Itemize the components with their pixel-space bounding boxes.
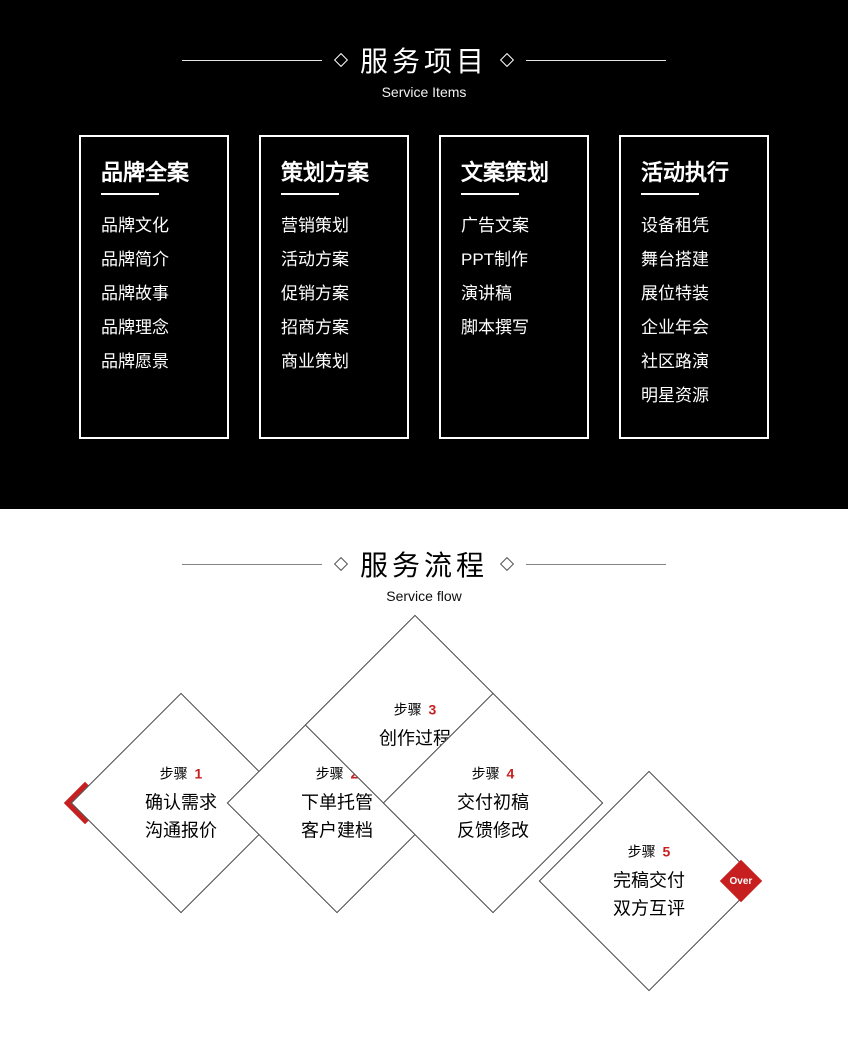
service-flow-section: 服务流程 Service flow Start步骤 1确认需求沟通报价步骤 2下… — [0, 509, 848, 1029]
card-item: 品牌文化 — [101, 209, 207, 243]
flow-step-inner: 步骤 5 完稿交付双方互评 — [571, 804, 727, 960]
divider-diamond-left — [334, 53, 348, 67]
step-number: 4 — [507, 766, 515, 782]
header-divider: 服务流程 — [0, 544, 848, 584]
card-item: 营销策划 — [281, 209, 387, 243]
card-item: 促销方案 — [281, 277, 387, 311]
card-item: 展位特装 — [641, 277, 747, 311]
service-card: 活动执行设备租凭舞台搭建展位特装企业年会社区路演明星资源 — [619, 135, 769, 439]
service-items-cards: 品牌全案品牌文化品牌简介品牌故事品牌理念品牌愿景策划方案营销策划活动方案促销方案… — [0, 135, 848, 439]
card-item: 企业年会 — [641, 311, 747, 345]
step-text: 双方互评 — [613, 895, 685, 923]
divider-line-left — [182, 564, 322, 565]
service-flow-title-cn: 服务流程 — [360, 544, 488, 584]
card-underline — [641, 193, 699, 195]
card-item: 舞台搭建 — [641, 243, 747, 277]
card-item: 演讲稿 — [461, 277, 567, 311]
card-title: 策划方案 — [281, 155, 387, 187]
service-card: 品牌全案品牌文化品牌简介品牌故事品牌理念品牌愿景 — [79, 135, 229, 439]
card-item: 品牌愿景 — [101, 345, 207, 379]
divider-line-right — [526, 564, 666, 565]
step-number: 1 — [195, 766, 203, 782]
step-number: 5 — [663, 844, 671, 860]
card-underline — [101, 193, 159, 195]
step-label: 步骤 3 — [394, 699, 437, 719]
divider-line-right — [526, 60, 666, 61]
step-number: 3 — [429, 701, 437, 717]
service-card: 文案策划广告文案PPT制作演讲稿脚本撰写 — [439, 135, 589, 439]
card-item: 品牌故事 — [101, 277, 207, 311]
step-label: 步骤 1 — [160, 764, 203, 784]
service-items-section: 服务项目 Service Items 品牌全案品牌文化品牌简介品牌故事品牌理念品… — [0, 0, 848, 509]
card-item: 品牌理念 — [101, 311, 207, 345]
step-text: 反馈修改 — [457, 817, 529, 845]
divider-line-left — [182, 60, 322, 61]
step-text: 确认需求 — [145, 790, 217, 818]
step-text: 交付初稿 — [457, 790, 529, 818]
card-underline — [461, 193, 519, 195]
step-text: 完稿交付 — [613, 868, 685, 896]
divider-diamond-left — [334, 557, 348, 571]
service-items-title-cn: 服务项目 — [360, 40, 488, 80]
card-item: 广告文案 — [461, 209, 567, 243]
step-text: 沟通报价 — [145, 817, 217, 845]
card-item: 招商方案 — [281, 311, 387, 345]
card-item: 设备租凭 — [641, 209, 747, 243]
step-text: 客户建档 — [301, 817, 373, 845]
card-item: 明星资源 — [641, 379, 747, 413]
service-flow-title-en: Service flow — [0, 588, 848, 604]
step-label: 步骤 5 — [628, 842, 671, 862]
header-divider: 服务项目 — [0, 40, 848, 80]
flow-step-inner: 步骤 4 交付初稿反馈修改 — [415, 726, 571, 882]
over-badge-label: Over — [730, 875, 753, 886]
card-title: 文案策划 — [461, 155, 567, 187]
card-underline — [281, 193, 339, 195]
card-item: 商业策划 — [281, 345, 387, 379]
step-label: 步骤 4 — [472, 764, 515, 784]
service-items-title-en: Service Items — [0, 84, 848, 100]
card-item: 活动方案 — [281, 243, 387, 277]
card-item: 品牌简介 — [101, 243, 207, 277]
card-item: PPT制作 — [461, 243, 567, 277]
service-items-header: 服务项目 Service Items — [0, 40, 848, 100]
service-flow-diagram: Start步骤 1确认需求沟通报价步骤 2下单托管客户建档步骤 3创作过程步骤 … — [0, 639, 848, 979]
card-title: 活动执行 — [641, 155, 747, 187]
divider-diamond-right — [500, 557, 514, 571]
service-flow-header: 服务流程 Service flow — [0, 544, 848, 604]
card-item: 社区路演 — [641, 345, 747, 379]
divider-diamond-right — [500, 53, 514, 67]
card-title: 品牌全案 — [101, 155, 207, 187]
card-item: 脚本撰写 — [461, 311, 567, 345]
service-card: 策划方案营销策划活动方案促销方案招商方案商业策划 — [259, 135, 409, 439]
